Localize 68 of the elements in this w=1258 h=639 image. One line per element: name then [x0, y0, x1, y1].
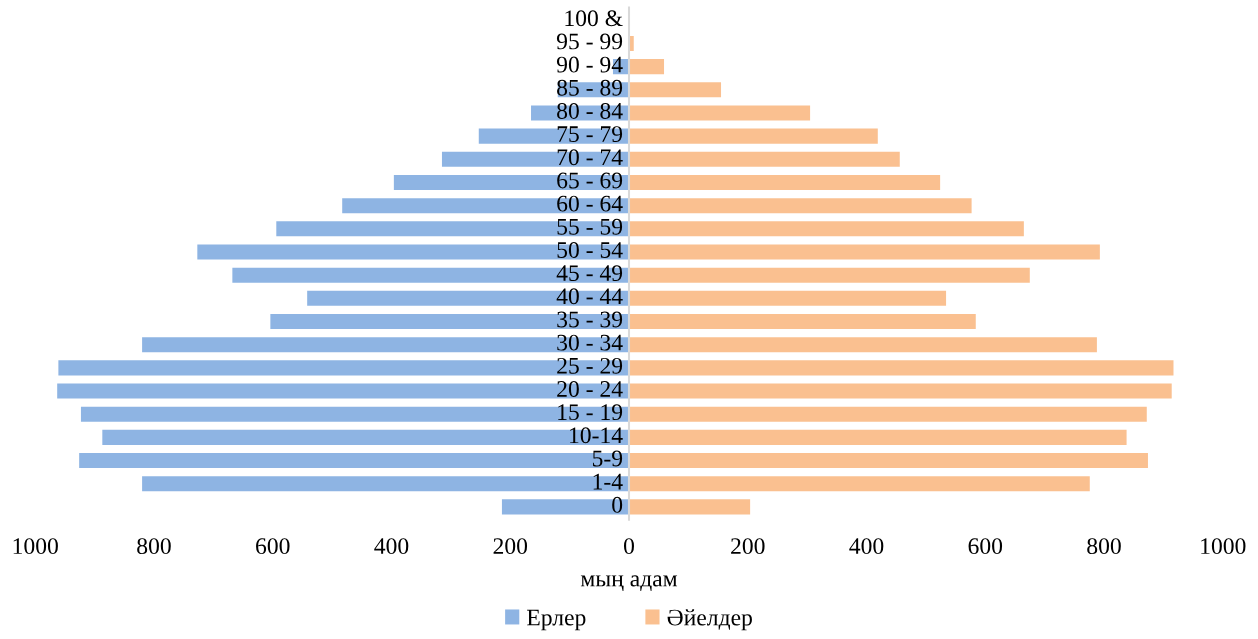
y-tick-label: 1-4 [593, 473, 623, 490]
x-tick-label: 1000 [13, 538, 58, 555]
bar [393, 174, 629, 191]
y-tick-label: 70 - 74 [557, 149, 623, 166]
bar [629, 313, 976, 330]
bar [629, 337, 1097, 353]
x-tick-label: 1000 [1201, 538, 1246, 555]
bar [629, 290, 947, 306]
bar [629, 383, 1172, 399]
bar [102, 429, 629, 445]
x-tick-label: 400 [849, 538, 884, 555]
y-tick-label: 35 - 39 [557, 311, 623, 328]
y-tick-label: 85 - 89 [557, 79, 623, 96]
bar [629, 151, 900, 167]
bar [270, 313, 629, 330]
y-tick-label: 40 - 44 [556, 288, 623, 305]
y-tick-label: 15 - 19 [558, 404, 623, 421]
y-tick-label: 65 - 69 [557, 172, 623, 189]
y-tick-label: 100 & [565, 10, 623, 27]
bar [197, 244, 629, 260]
bar [629, 221, 1024, 237]
x-tick-label: 800 [1087, 538, 1121, 555]
legend-label: Әйелдер [667, 609, 752, 631]
y-tick-label: 5-9 [592, 450, 623, 467]
y-tick-label: 95 - 99 [556, 33, 623, 50]
bar [57, 383, 629, 399]
y-tick-label: 60 - 64 [557, 195, 623, 212]
y-tick-label: 90 - 94 [556, 56, 623, 73]
y-tick-label: 0 [612, 496, 623, 513]
bar [232, 267, 629, 283]
x-axis-title: мың адам [580, 575, 678, 591]
bar [80, 406, 629, 422]
x-tick-label: 600 [968, 538, 1003, 555]
y-tick-label: 75 - 79 [557, 126, 623, 143]
bar [629, 128, 878, 144]
bar [629, 59, 665, 75]
bar [441, 151, 629, 167]
x-tick-label: 200 [731, 538, 765, 555]
x-tick-label: 0 [624, 538, 634, 555]
y-tick-label: 50 - 54 [557, 241, 623, 258]
y-tick-label: 30 - 34 [557, 334, 623, 351]
bar [629, 105, 811, 121]
bar [531, 105, 629, 121]
bar [629, 453, 1148, 469]
bar [629, 476, 1090, 492]
bar [629, 406, 1147, 422]
bar [58, 360, 629, 376]
bar [629, 174, 941, 191]
x-tick-label: 800 [137, 538, 171, 555]
bar [629, 267, 1030, 283]
y-tick-label: 45 - 49 [556, 265, 623, 282]
bar [478, 128, 629, 144]
y-tick-label: 10-14 [570, 427, 623, 444]
y-tick-label: 20 - 24 [557, 381, 623, 397]
x-tick-label: 400 [374, 538, 409, 555]
legend-label: Ерлер [527, 609, 586, 631]
bar [629, 360, 1174, 376]
bar [307, 290, 629, 306]
bar [629, 244, 1100, 260]
bar [629, 198, 972, 214]
bar [629, 82, 722, 98]
y-tick-label: 55 - 59 [557, 218, 623, 235]
x-tick-label: 600 [256, 538, 290, 555]
bar [629, 429, 1127, 445]
y-tick-label: 80 - 84 [557, 102, 623, 119]
bar [629, 499, 751, 515]
y-tick-label: 25 - 29 [557, 357, 623, 374]
x-tick-label: 200 [493, 538, 528, 555]
